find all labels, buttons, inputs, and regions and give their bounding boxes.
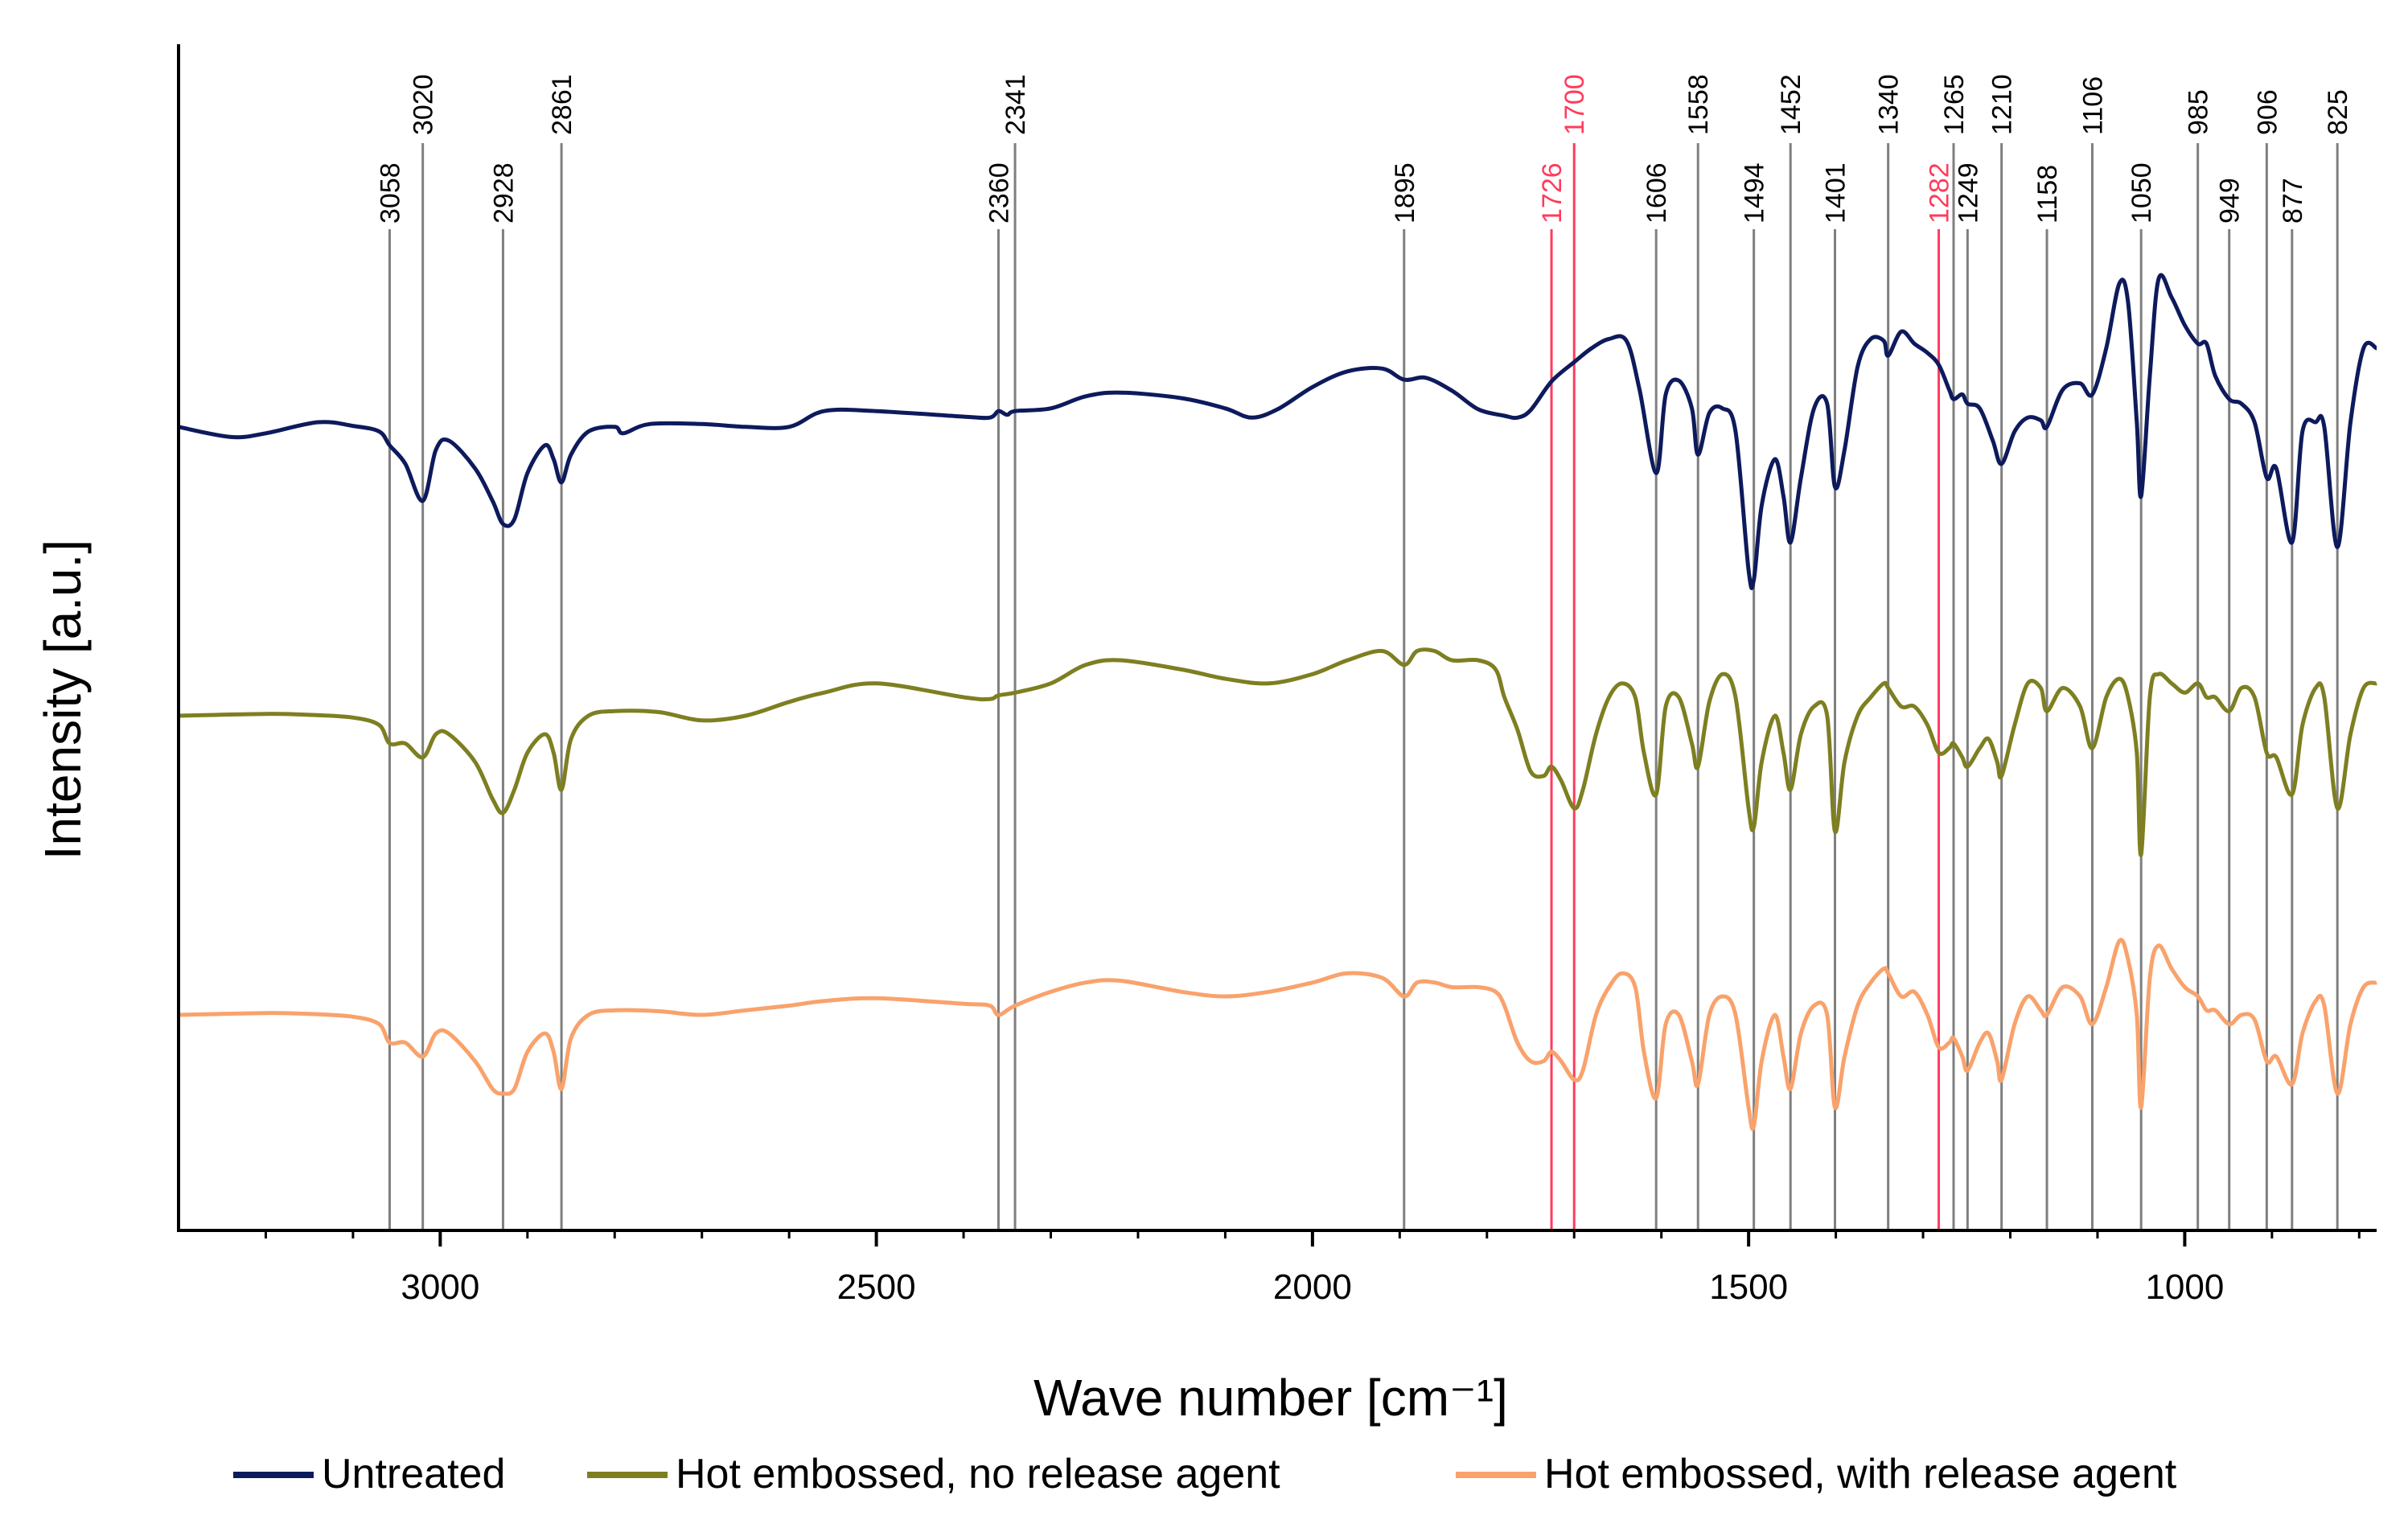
reference-label-1401: 1401 (1821, 162, 1851, 224)
reference-label-877: 877 (2278, 178, 2308, 224)
x-tick-label-2000: 2000 (1273, 1267, 1352, 1307)
reference-label-1158: 1158 (2032, 165, 2063, 224)
reference-label-3020: 3020 (409, 74, 439, 135)
series-line-2 (178, 647, 2377, 857)
reference-label-1726: 1726 (1537, 162, 1568, 224)
reference-label-1494: 1494 (1740, 162, 1770, 224)
x-tick-label-1500: 1500 (1709, 1267, 1788, 1307)
x-tick-label-2500: 2500 (837, 1267, 916, 1307)
reference-label-985: 985 (2184, 89, 2214, 135)
x-axis-ticks: 3000 2500 2000 1500 1000 (264, 1230, 2361, 1307)
reference-label-949: 949 (2215, 178, 2246, 224)
reference-label-2928: 2928 (488, 162, 519, 224)
y-axis-title: Intensity [a.u.] (34, 540, 92, 860)
reference-label-1452: 1452 (1776, 74, 1806, 135)
series-layer (178, 273, 2378, 1132)
reference-label-3058: 3058 (375, 162, 405, 224)
legend-label-3: Hot embossed, with release agent (1544, 1451, 2177, 1497)
reference-label-1210: 1210 (1987, 74, 2018, 135)
reference-label-1340: 1340 (1874, 74, 1905, 135)
reference-label-906: 906 (2252, 89, 2283, 135)
reference-label-1265: 1265 (1939, 74, 1970, 135)
reference-label-825: 825 (2323, 89, 2353, 135)
reference-label-1700: 1700 (1559, 74, 1590, 135)
reference-label-1249: 1249 (1953, 162, 1983, 224)
reference-label-1106: 1106 (2077, 76, 2108, 135)
legend: Untreated Hot embossed, no release agent H… (233, 1451, 2177, 1497)
reference-label-1895: 1895 (1390, 162, 1420, 224)
legend-label-2: Hot embossed, no release agent (676, 1451, 1280, 1497)
legend-label-1: Untreated (322, 1451, 505, 1497)
series-line-3 (178, 938, 2377, 1132)
x-tick-label-1000: 1000 (2145, 1267, 2224, 1307)
reference-label-2360: 2360 (984, 162, 1014, 224)
reference-label-1282: 1282 (1925, 162, 1955, 224)
reference-label-1558: 1558 (1683, 74, 1714, 135)
reference-label-2861: 2861 (547, 74, 577, 135)
reference-label-2341: 2341 (1001, 74, 1031, 135)
x-tick-label-3000: 3000 (401, 1267, 479, 1307)
reference-lines (388, 143, 2339, 1230)
x-axis-title: Wave number [cm⁻¹] (1033, 1369, 1508, 1427)
reference-label-1050: 1050 (2127, 162, 2157, 224)
reference-label-1606: 1606 (1642, 162, 1672, 224)
series-line-1 (178, 273, 2378, 590)
